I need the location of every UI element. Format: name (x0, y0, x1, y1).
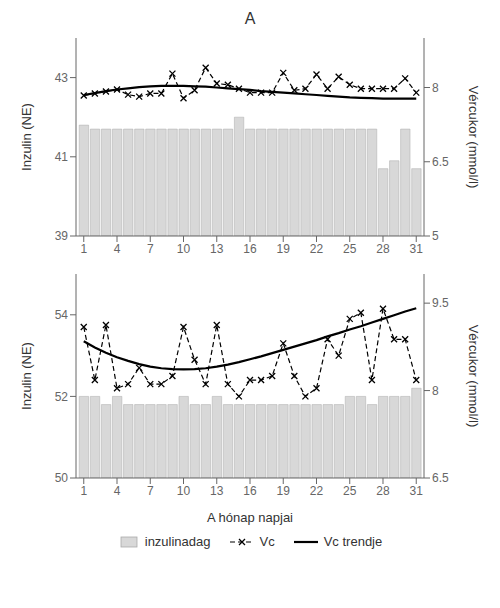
html-text:Vc trendje: Vc trendje (323, 534, 383, 549)
svg-text:9.5: 9.5 (432, 296, 449, 310)
svg-text:A hónap napjai: A hónap napjai (207, 510, 293, 525)
svg-text:Vércukor (mmol/l): Vércukor (mmol/l) (466, 325, 481, 428)
svg-text:22: 22 (310, 242, 324, 256)
svg-text:28: 28 (376, 484, 390, 498)
svg-text:7: 7 (147, 242, 154, 256)
svg-text:25: 25 (343, 242, 357, 256)
svg-text:10: 10 (177, 484, 191, 498)
svg-text:5: 5 (432, 229, 439, 243)
svg-text:4: 4 (114, 484, 121, 498)
svg-text:25: 25 (343, 484, 357, 498)
svg-text:Inzulin (NE): Inzulin (NE) (19, 342, 34, 410)
svg-text:6.5: 6.5 (432, 155, 449, 169)
svg-text:31: 31 (410, 484, 424, 498)
html-text:Vc: Vc (259, 534, 275, 549)
svg-text:43: 43 (55, 71, 69, 85)
svg-text:52: 52 (55, 390, 69, 404)
svg-text:16: 16 (243, 242, 257, 256)
svg-text:28: 28 (376, 242, 390, 256)
svg-text:22: 22 (310, 484, 324, 498)
html-text:A: A (244, 10, 256, 27)
svg-text:6.5: 6.5 (432, 471, 449, 485)
svg-text:13: 13 (210, 484, 224, 498)
svg-text:19: 19 (277, 484, 291, 498)
svg-text:10: 10 (177, 242, 191, 256)
svg-text:8: 8 (432, 81, 439, 95)
svg-text:41: 41 (55, 150, 69, 164)
svg-text:54: 54 (55, 308, 69, 322)
svg-text:16: 16 (243, 484, 257, 498)
svg-text:13: 13 (210, 242, 224, 256)
svg-text:8: 8 (432, 384, 439, 398)
svg-text:Vércukor (mmol/l): Vércukor (mmol/l) (466, 86, 481, 189)
svg-text:1: 1 (80, 242, 87, 256)
svg-text:50: 50 (55, 471, 69, 485)
svg-text:1: 1 (80, 484, 87, 498)
svg-text:39: 39 (55, 229, 69, 243)
svg-text:4: 4 (114, 242, 121, 256)
svg-text:7: 7 (147, 484, 154, 498)
html-text:inzulinadag: inzulinadag (144, 534, 211, 549)
svg-text:31: 31 (410, 242, 424, 256)
svg-text:Inzulin (NE): Inzulin (NE) (19, 103, 34, 171)
svg-text:19: 19 (277, 242, 291, 256)
